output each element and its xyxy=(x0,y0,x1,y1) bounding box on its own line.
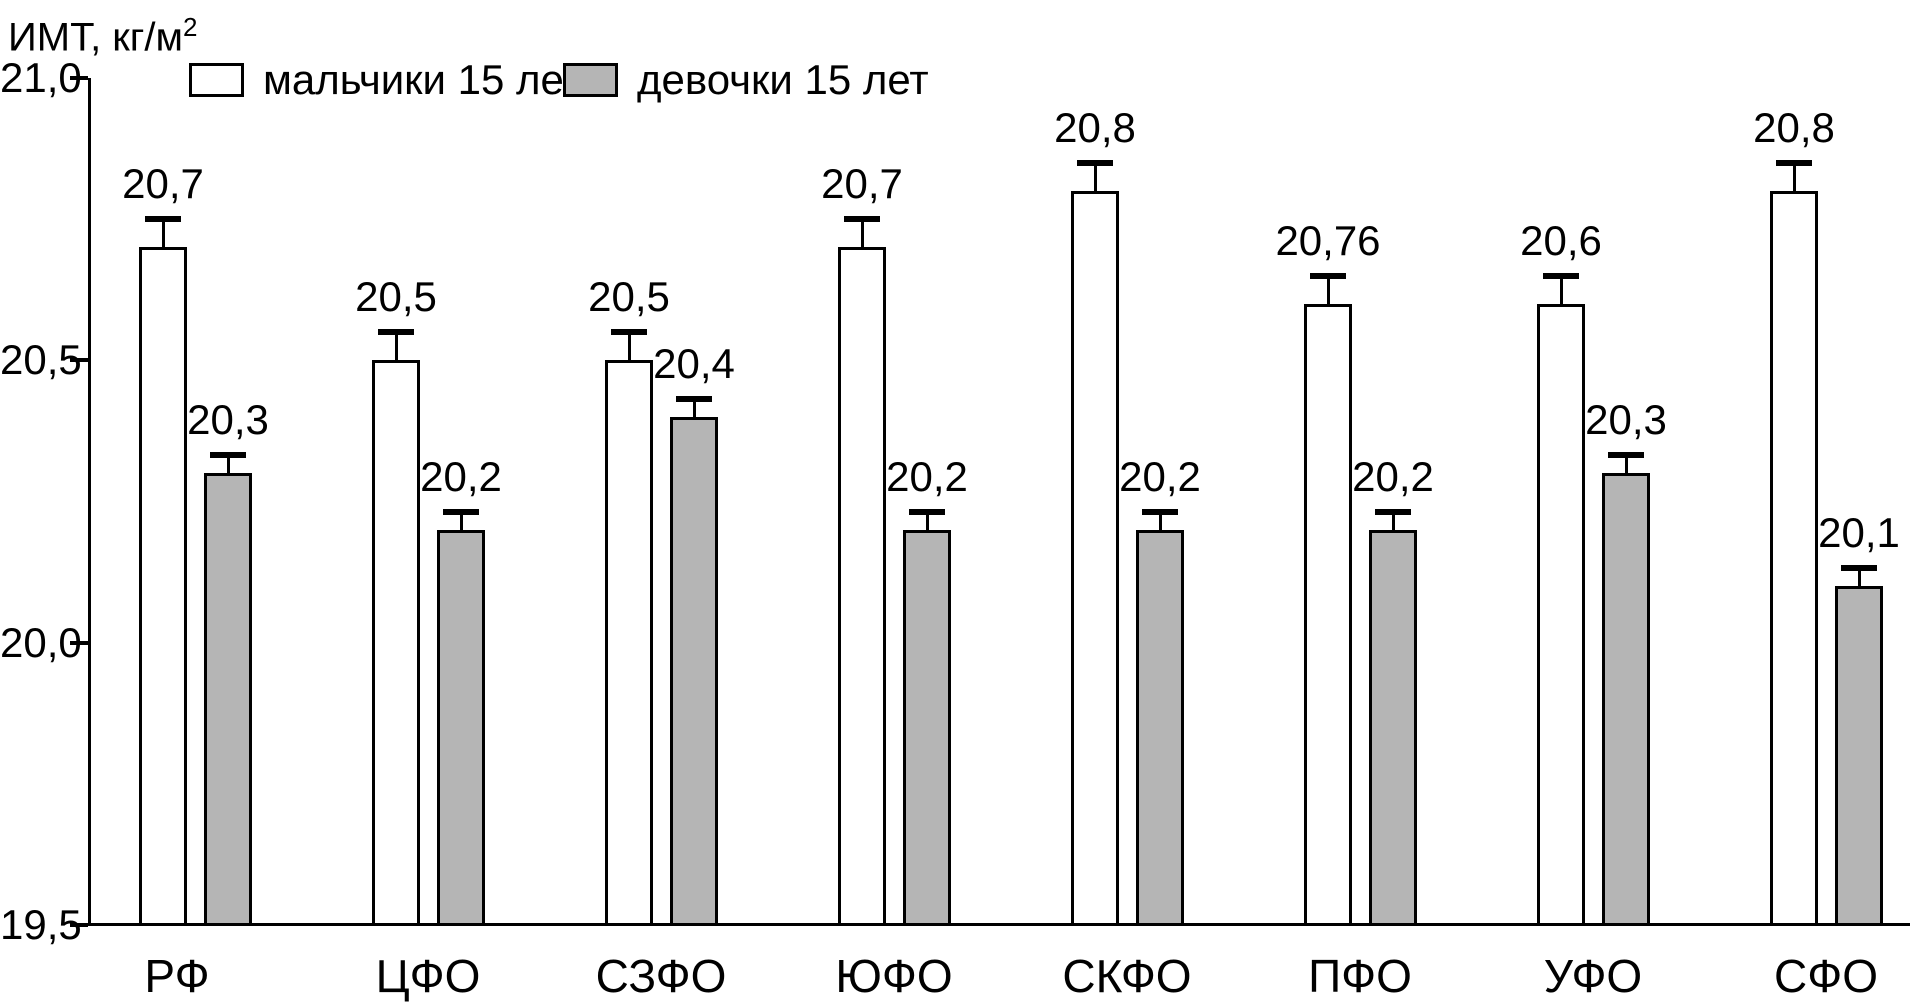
bar-value-label-girls-0: 20,3 xyxy=(187,396,269,443)
y-tick xyxy=(70,76,88,80)
bar-value-label-boys-6: 20,6 xyxy=(1520,217,1602,264)
error-bar-stem-boys-6 xyxy=(1560,276,1563,304)
y-tick-label: 20,0 xyxy=(0,619,82,666)
bar-boys-0 xyxy=(139,247,187,926)
error-bar-stem-boys-7 xyxy=(1793,163,1796,191)
error-bar-cap-girls-0 xyxy=(210,452,246,458)
bar-value-label-boys-4: 20,8 xyxy=(1054,104,1136,151)
error-bar-cap-boys-7 xyxy=(1776,160,1812,166)
bar-value-label-boys-3: 20,7 xyxy=(821,160,903,207)
bar-boys-5 xyxy=(1304,304,1352,926)
error-bar-stem-girls-2 xyxy=(693,399,696,417)
bar-boys-2 xyxy=(605,360,653,926)
y-tick-label: 19,5 xyxy=(0,901,82,948)
y-axis-line xyxy=(88,78,91,926)
y-tick xyxy=(70,358,88,362)
error-bar-cap-girls-2 xyxy=(676,396,712,402)
bar-girls-1 xyxy=(437,530,485,926)
legend-swatch-boys xyxy=(189,63,244,97)
error-bar-stem-girls-7 xyxy=(1858,568,1861,586)
x-axis-line xyxy=(88,923,1910,926)
x-axis-label-5: ПФО xyxy=(1308,950,1412,1002)
bar-girls-0 xyxy=(204,473,252,926)
bar-value-label-boys-5: 20,76 xyxy=(1275,217,1381,264)
bar-girls-2 xyxy=(670,417,718,926)
error-bar-stem-girls-4 xyxy=(1159,512,1162,530)
legend-label-girls: девочки 15 лет xyxy=(637,56,929,103)
x-axis-label-6: УФО xyxy=(1543,950,1643,1002)
bar-boys-1 xyxy=(372,360,420,926)
bar-value-label-girls-7: 20,1 xyxy=(1818,509,1900,556)
bar-boys-4 xyxy=(1071,191,1119,926)
error-bar-stem-girls-3 xyxy=(926,512,929,530)
error-bar-stem-boys-5 xyxy=(1327,276,1330,304)
bar-value-label-girls-4: 20,2 xyxy=(1119,453,1201,500)
x-axis-label-2: СЗФО xyxy=(595,950,727,1002)
bar-value-label-boys-2: 20,5 xyxy=(588,273,670,320)
error-bar-cap-boys-6 xyxy=(1543,273,1579,279)
error-bar-cap-boys-2 xyxy=(611,329,647,335)
bar-value-label-girls-1: 20,2 xyxy=(420,453,502,500)
x-axis-label-7: СФО xyxy=(1774,950,1878,1002)
error-bar-stem-girls-0 xyxy=(227,455,230,473)
error-bar-cap-boys-1 xyxy=(378,329,414,335)
bar-value-label-girls-2: 20,4 xyxy=(653,340,735,387)
bar-value-label-girls-3: 20,2 xyxy=(886,453,968,500)
bar-value-label-boys-1: 20,5 xyxy=(355,273,437,320)
y-axis-title-text: ИМТ, кг/м xyxy=(8,15,183,60)
bar-girls-4 xyxy=(1136,530,1184,926)
bar-value-label-boys-7: 20,8 xyxy=(1753,104,1835,151)
bar-girls-7 xyxy=(1835,586,1883,926)
error-bar-stem-girls-6 xyxy=(1625,455,1628,473)
error-bar-cap-girls-3 xyxy=(909,509,945,515)
legend-label-boys: мальчики 15 лет xyxy=(263,56,582,103)
error-bar-stem-boys-0 xyxy=(162,219,165,247)
error-bar-stem-girls-1 xyxy=(460,512,463,530)
y-tick xyxy=(70,641,88,645)
error-bar-stem-boys-2 xyxy=(628,332,631,360)
bar-girls-3 xyxy=(903,530,951,926)
x-axis-label-0: РФ xyxy=(144,950,210,1002)
error-bar-cap-boys-4 xyxy=(1077,160,1113,166)
error-bar-stem-boys-1 xyxy=(395,332,398,360)
error-bar-stem-boys-4 xyxy=(1094,163,1097,191)
y-tick-label: 20,5 xyxy=(0,336,82,383)
bar-value-label-girls-6: 20,3 xyxy=(1585,396,1667,443)
error-bar-cap-girls-6 xyxy=(1608,452,1644,458)
bar-boys-3 xyxy=(838,247,886,926)
error-bar-stem-boys-3 xyxy=(861,219,864,247)
error-bar-cap-girls-1 xyxy=(443,509,479,515)
y-tick-label: 21,0 xyxy=(0,54,82,101)
x-axis-label-3: ЮФО xyxy=(835,950,953,1002)
bar-boys-6 xyxy=(1537,304,1585,926)
bar-girls-5 xyxy=(1369,530,1417,926)
error-bar-cap-girls-4 xyxy=(1142,509,1178,515)
y-axis-title-superscript: 2 xyxy=(183,12,198,42)
y-axis-title: ИМТ, кг/м2 xyxy=(8,4,197,60)
y-tick xyxy=(70,923,88,927)
error-bar-cap-girls-5 xyxy=(1375,509,1411,515)
error-bar-cap-boys-0 xyxy=(145,216,181,222)
bar-boys-7 xyxy=(1770,191,1818,926)
error-bar-cap-boys-5 xyxy=(1310,273,1346,279)
bar-value-label-girls-5: 20,2 xyxy=(1352,453,1434,500)
bar-girls-6 xyxy=(1602,473,1650,926)
bar-value-label-boys-0: 20,7 xyxy=(122,160,204,207)
legend-swatch-girls xyxy=(563,63,618,97)
error-bar-stem-girls-5 xyxy=(1392,512,1395,530)
error-bar-cap-girls-7 xyxy=(1841,565,1877,571)
x-axis-label-4: СКФО xyxy=(1062,950,1192,1002)
error-bar-cap-boys-3 xyxy=(844,216,880,222)
x-axis-label-1: ЦФО xyxy=(375,950,481,1002)
